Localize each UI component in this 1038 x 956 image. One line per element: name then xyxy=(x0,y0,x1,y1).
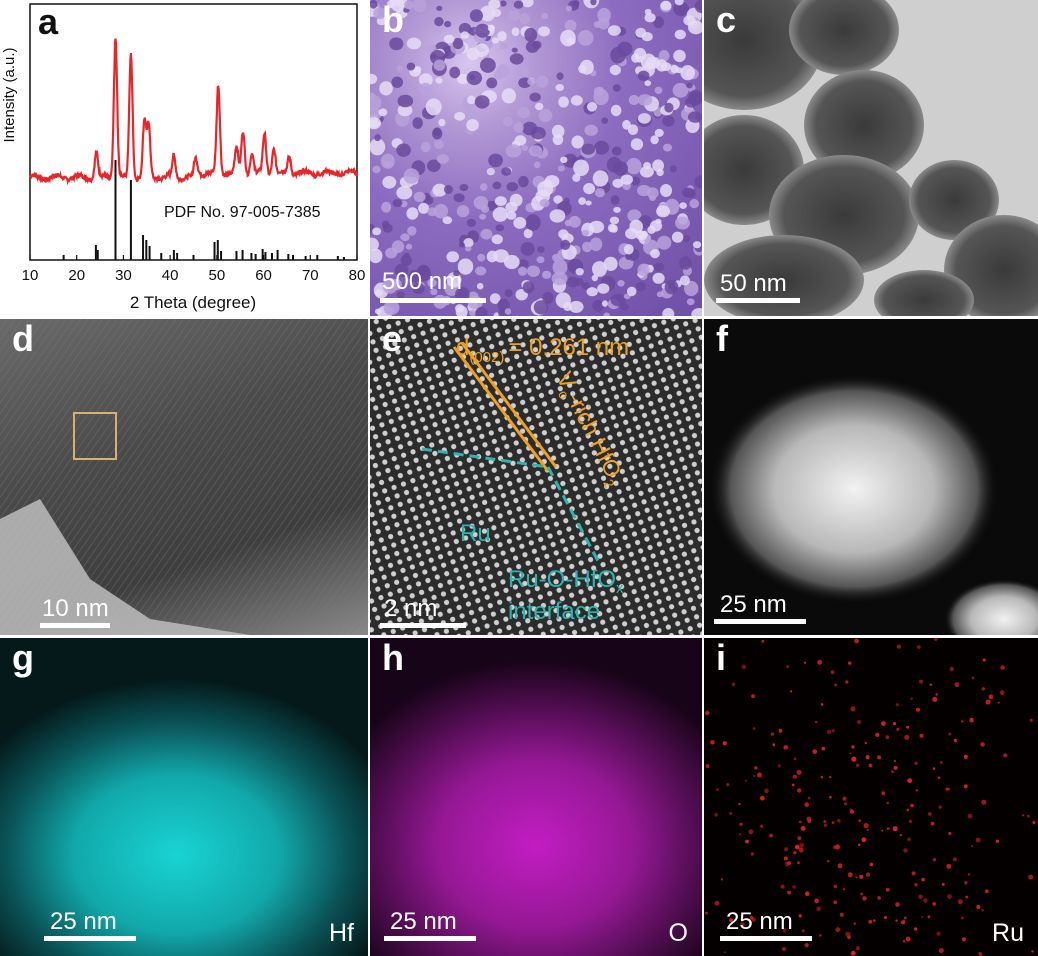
panel-label-c: c xyxy=(716,0,737,40)
scale-bar-label: 25 nm xyxy=(50,908,117,935)
x-tick-label: 50 xyxy=(209,267,226,284)
x-tick-label: 20 xyxy=(68,267,85,284)
xrd-chart-svg: 10 20 30 40 50 60 70 80 PDF No. 97-005-7385 2 T… xyxy=(1,3,366,312)
scale-bar xyxy=(384,936,476,941)
scale-bar-label: 25 nm xyxy=(720,591,787,618)
scale-bar-label: 25 nm xyxy=(726,908,793,935)
panel-h-o-map: h 25 nm O xyxy=(370,638,702,956)
scale-bar xyxy=(44,936,136,941)
element-label: O xyxy=(668,919,688,947)
scale-bar-label: 25 nm xyxy=(390,908,457,935)
panel-label-h: h xyxy=(382,638,404,678)
selection-box xyxy=(73,412,117,460)
panel-a-xrd-chart: 10 20 30 40 50 60 70 80 PDF No. 97-005-7385 2 T… xyxy=(0,0,368,316)
pdf-annotation: PDF No. 97-005-7385 xyxy=(164,204,321,221)
interface-line xyxy=(421,447,549,469)
panel-c-tem-image: c 50 nm xyxy=(704,0,1038,316)
panel-e-lattice-image: d(002) = 0.261 nm Vo-rich HfO2 Ru Ru-O-Hf… xyxy=(370,319,702,635)
panel-g-hf-map: g 25 nm Hf xyxy=(0,638,368,956)
panel-label-d: d xyxy=(12,319,34,359)
interface-label-line1: Ru-O-HfOx xyxy=(508,566,624,597)
scale-bar xyxy=(380,623,466,628)
scale-bar xyxy=(40,623,110,628)
scale-bar xyxy=(714,619,806,624)
panel-label-g: g xyxy=(12,638,34,678)
haadf-svg xyxy=(709,374,1038,635)
scale-bar-label: 10 nm xyxy=(42,595,109,622)
x-tick-label: 10 xyxy=(22,267,39,284)
scale-bar xyxy=(720,936,812,941)
x-tick-label: 60 xyxy=(255,267,272,284)
ru-label: Ru xyxy=(460,520,491,547)
d-spacing-label: d(002) = 0.261 nm xyxy=(456,334,629,366)
panel-label-e: e xyxy=(382,319,403,359)
scale-bar-label: 50 nm xyxy=(720,270,787,297)
x-tick-label: 40 xyxy=(162,267,179,284)
scale-bar-label: 500 nm xyxy=(382,268,463,295)
plot-frame xyxy=(29,3,358,261)
tem-particles xyxy=(704,0,1038,316)
x-tick-label: 30 xyxy=(115,267,132,284)
x-tick-label: 80 xyxy=(349,267,366,284)
panel-b-sem-image: b 500 nm xyxy=(370,0,702,316)
x-tick-label: 70 xyxy=(302,267,319,284)
lattice-fringe-line xyxy=(460,342,558,468)
panel-label-f: f xyxy=(716,319,728,359)
panel-d-hrtem-image: d 10 nm xyxy=(0,319,368,635)
scale-bar-label: 2 nm xyxy=(384,595,438,622)
hrtem-texture xyxy=(0,319,368,635)
panel-i-ru-map: i 25 nm Ru xyxy=(704,638,1038,956)
lattice-fringe-line xyxy=(452,346,550,472)
panel-label-i: i xyxy=(716,638,727,678)
lattice-svg: d(002) = 0.261 nm Vo-rich HfO2 Ru Ru-O-Hf… xyxy=(370,319,702,635)
scale-bar xyxy=(380,298,486,303)
interface-label-line2: interface xyxy=(508,598,600,625)
y-axis-label: Intensity (a.u.) xyxy=(1,47,18,142)
scale-bar xyxy=(716,298,800,303)
x-axis-label: 2 Theta (degree) xyxy=(130,293,256,312)
element-label: Ru xyxy=(992,919,1024,947)
ru-dots xyxy=(705,638,1036,956)
panel-f-haadf-image: f 25 nm xyxy=(704,319,1038,635)
interface-line xyxy=(546,466,600,562)
panel-label-a: a xyxy=(38,1,59,42)
xrd-curve xyxy=(29,38,359,186)
panel-label-b: b xyxy=(382,0,404,40)
element-label: Hf xyxy=(329,919,354,947)
